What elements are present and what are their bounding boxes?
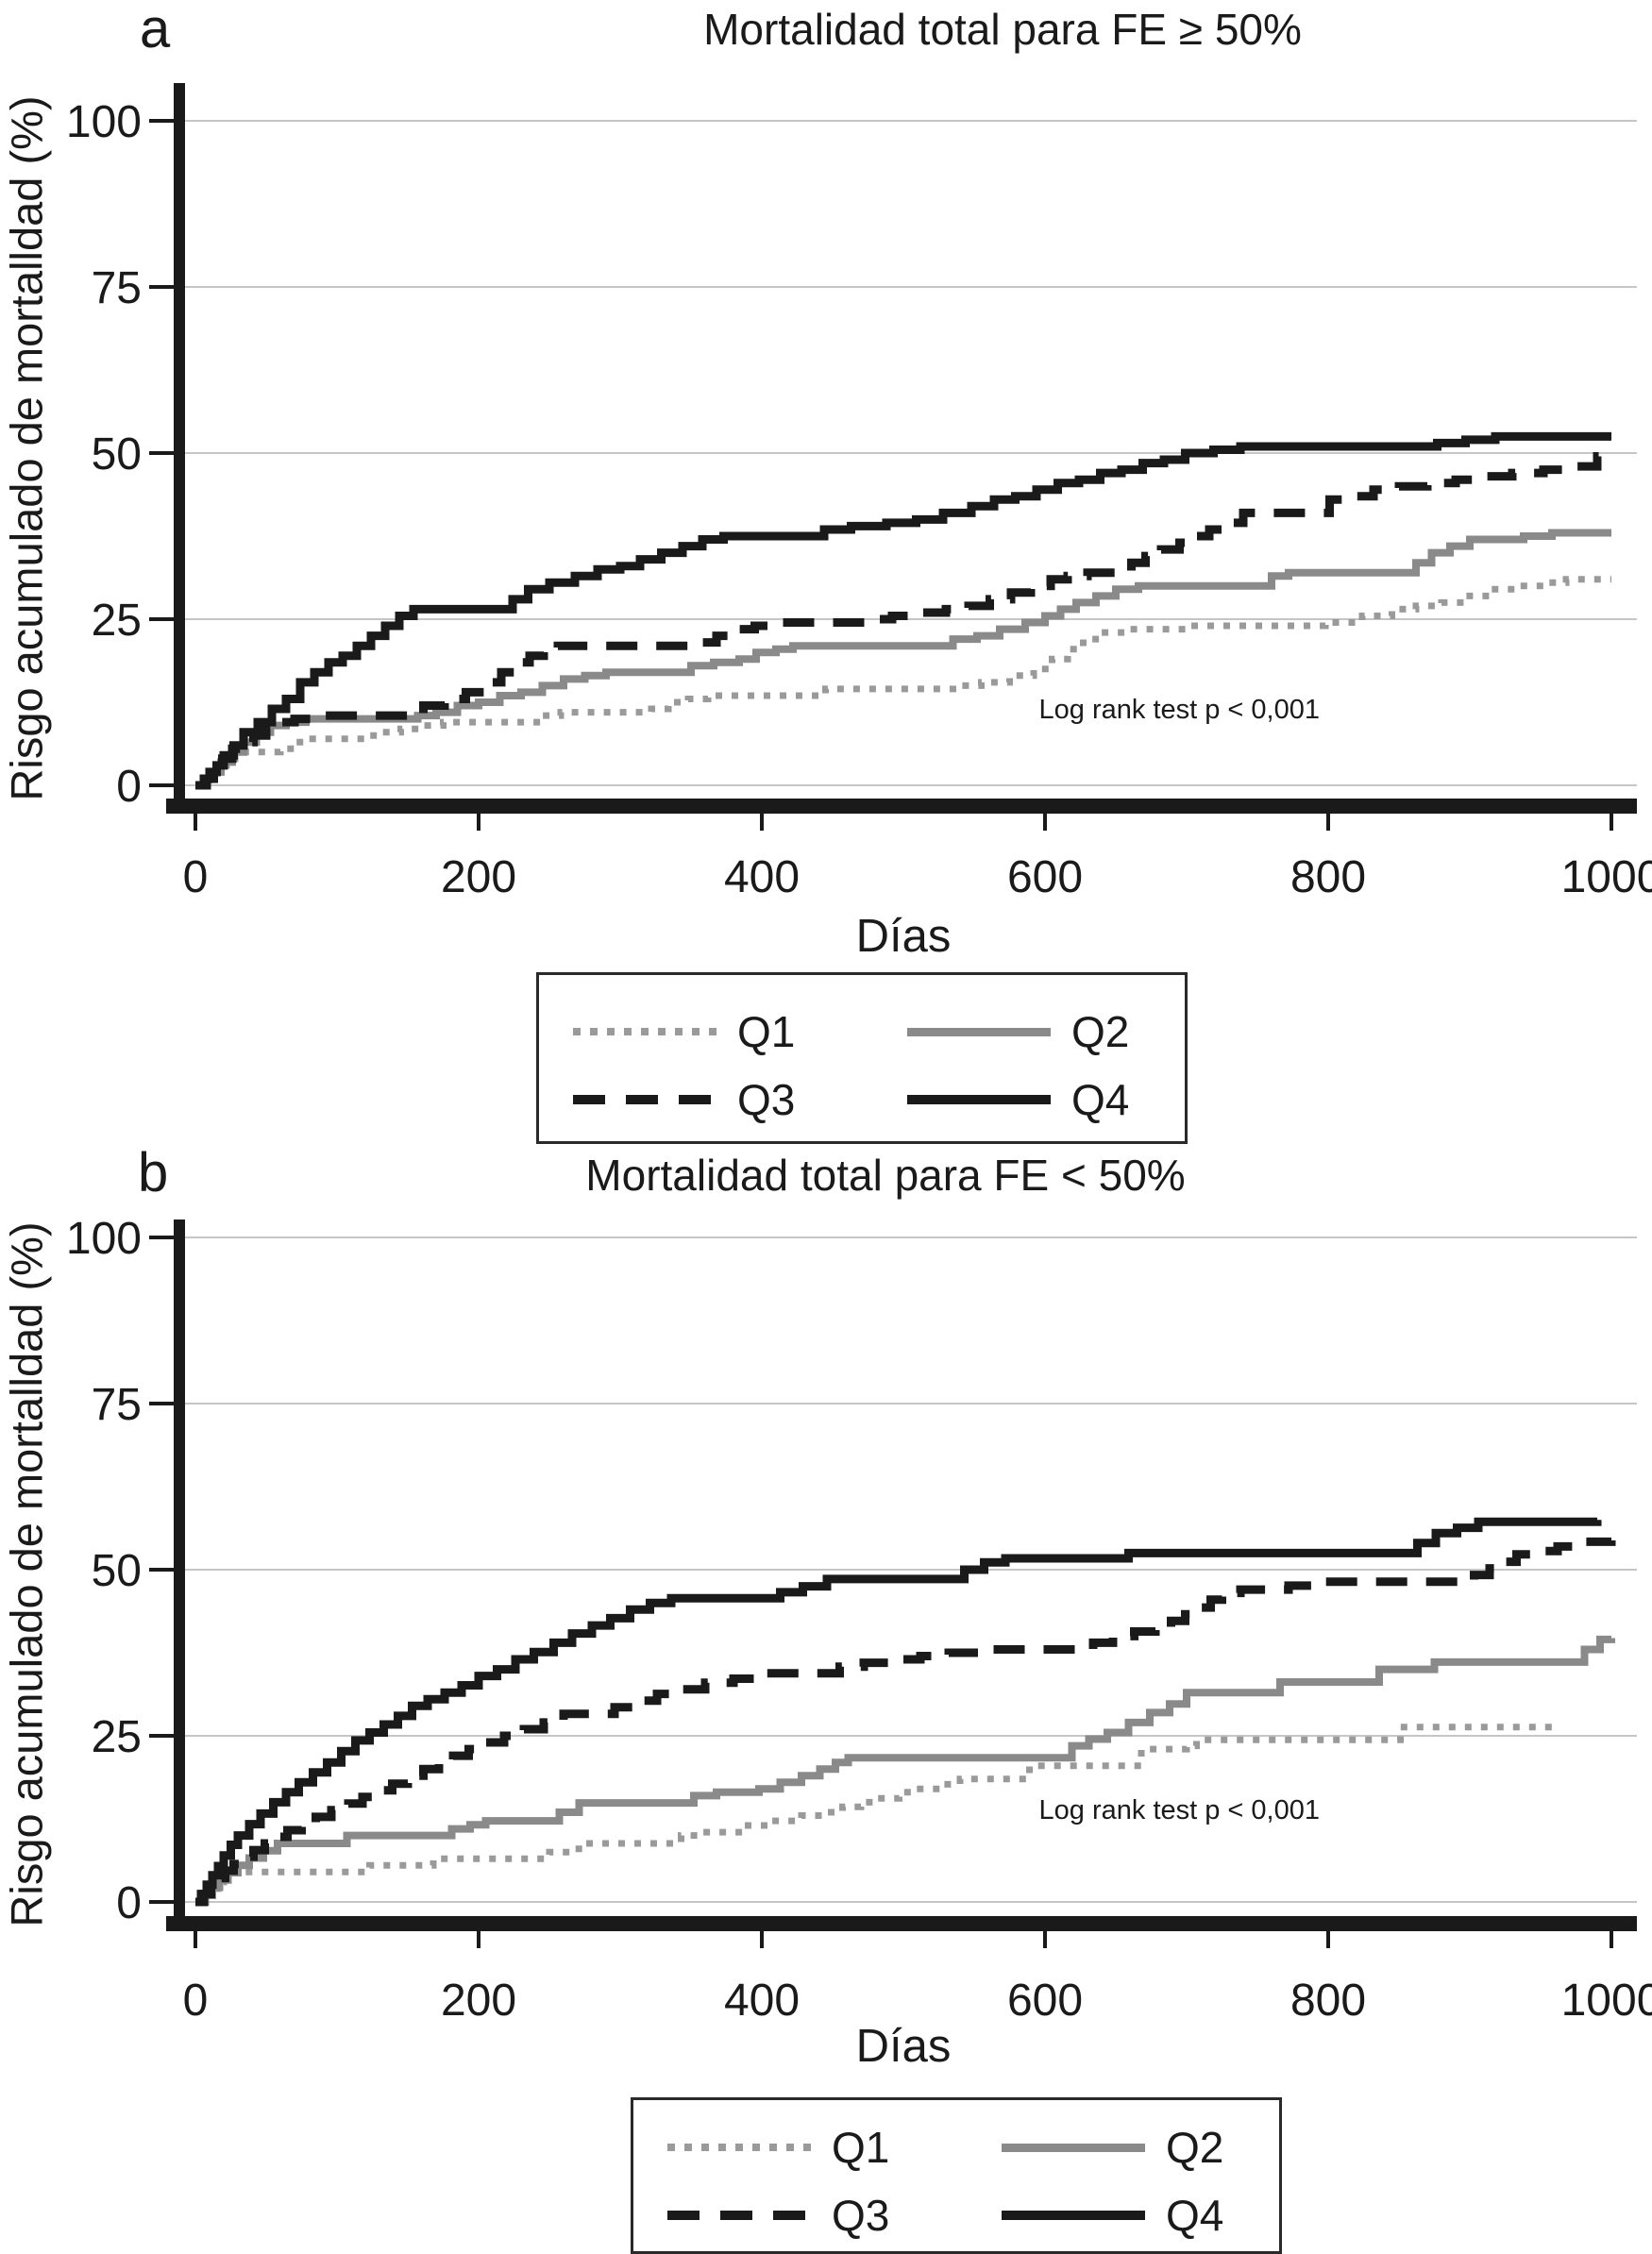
svg-text:800: 800 [1290,1976,1366,2026]
svg-text:800: 800 [1290,852,1366,902]
svg-text:100: 100 [66,97,142,147]
panel-b-title: Mortalidad total para FE < 50% [585,1151,1186,1200]
legend-label-q1: Q1 [832,2123,890,2172]
q3-dashed-line-sample [573,1095,716,1104]
svg-text:50: 50 [92,1546,142,1596]
panel-b-x-axis-label: Días [855,2021,952,2072]
panel-a-legend: Q1 Q2 Q3 Q4 [536,972,1188,1144]
svg-text:25: 25 [92,1712,142,1762]
q4-solid-line-sample [907,1095,1051,1104]
panel-b-y-axis-label: Risgo acumulado de mortalldad (%) [1,1221,52,1927]
svg-text:0: 0 [116,762,142,812]
svg-text:600: 600 [1007,1976,1083,2026]
legend-item-q2: Q2 [1002,2125,1223,2170]
q2-solid-line-sample [1002,2143,1145,2152]
panel-b-log-rank-annotation: Log rank test p < 0,001 [1038,1795,1320,1825]
svg-text:50: 50 [92,429,142,479]
panel-b-legend: Q1 Q2 Q3 Q4 [631,2097,1282,2254]
svg-text:0: 0 [116,1878,142,1928]
legend-item-q3: Q3 [573,1077,795,1122]
svg-text:75: 75 [92,1380,142,1430]
panel-b-letter: b [138,1142,169,1203]
legend-item-q3: Q3 [667,2193,889,2238]
q3-dashed-line-sample [667,2211,811,2220]
svg-text:1000: 1000 [1561,1976,1652,2026]
svg-text:0: 0 [183,1976,209,2026]
svg-text:200: 200 [441,1976,516,2026]
legend-item-q2: Q2 [907,1009,1129,1054]
panel-a-letter: a [140,0,171,59]
svg-text:0: 0 [183,852,209,902]
legend-label-q1: Q1 [737,1007,796,1056]
legend-item-q1: Q1 [667,2125,889,2170]
legend-label-q4: Q4 [1071,1075,1130,1124]
panel-a-title: Mortalidad total para FE ≥ 50% [703,5,1302,54]
legend-label-q2: Q2 [1071,1007,1130,1056]
svg-text:600: 600 [1007,852,1083,902]
legend-label-q2: Q2 [1166,2123,1224,2172]
svg-text:200: 200 [441,852,516,902]
q1-dotted-line-sample [667,2144,811,2151]
svg-text:25: 25 [92,596,142,646]
q1-dotted-line-sample [573,1028,716,1035]
legend-item-q4: Q4 [907,1077,1129,1122]
panel-a-log-rank-annotation: Log rank test p < 0,001 [1038,695,1320,725]
svg-text:100: 100 [66,1214,142,1264]
legend-label-q3: Q3 [737,1075,796,1124]
svg-text:400: 400 [724,852,800,902]
svg-text:1000: 1000 [1561,852,1652,902]
svg-text:400: 400 [724,1976,800,2026]
legend-item-q4: Q4 [1002,2193,1223,2238]
svg-text:75: 75 [92,263,142,313]
legend-label-q4: Q4 [1166,2191,1224,2240]
q2-solid-line-sample [907,1027,1051,1036]
panel-a-y-axis-label: Risgo acumulado de mortalldad (%) [1,95,52,801]
q4-solid-line-sample [1002,2211,1145,2220]
legend-label-q3: Q3 [832,2191,890,2240]
legend-item-q1: Q1 [573,1009,795,1054]
panel-a-x-axis-label: Días [855,911,952,962]
